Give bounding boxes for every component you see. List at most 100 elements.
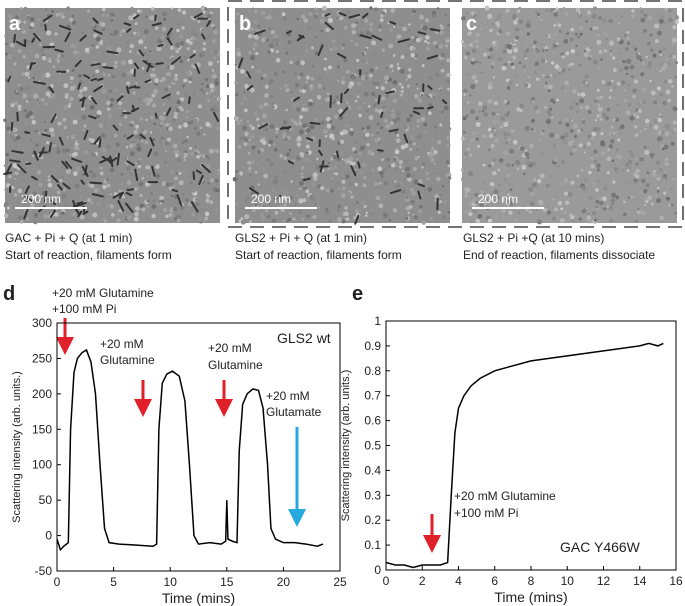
grain — [475, 45, 479, 49]
grain — [155, 65, 161, 70]
grain — [365, 108, 370, 113]
grain — [623, 212, 627, 217]
grain — [324, 134, 328, 138]
grain — [415, 37, 421, 43]
grain — [385, 66, 389, 70]
grain — [425, 35, 430, 40]
grain — [185, 71, 191, 77]
grain — [356, 201, 359, 204]
grain — [512, 139, 518, 145]
grain — [74, 140, 78, 143]
grain — [439, 123, 443, 127]
grain — [363, 102, 366, 105]
grain — [654, 23, 660, 29]
grain — [160, 35, 165, 40]
grain — [268, 72, 271, 76]
grain — [658, 50, 662, 54]
grain — [126, 180, 132, 185]
grain — [662, 47, 667, 51]
grain — [177, 8, 182, 13]
grain — [640, 72, 645, 77]
grain — [463, 55, 468, 60]
grain — [176, 99, 181, 105]
grain — [664, 7, 668, 11]
grain — [59, 179, 63, 183]
grain — [90, 67, 94, 71]
grain — [185, 109, 190, 114]
grain — [462, 116, 467, 121]
grain — [609, 88, 613, 92]
grain — [660, 62, 664, 66]
grain — [299, 115, 304, 119]
grain — [643, 203, 647, 207]
grain — [305, 151, 309, 155]
grain — [578, 143, 583, 148]
grain — [575, 102, 578, 106]
grain — [320, 185, 325, 191]
grain — [636, 55, 642, 61]
grain — [399, 93, 403, 97]
grain — [71, 20, 77, 26]
filament — [417, 31, 427, 35]
filament — [248, 187, 259, 195]
grain — [464, 209, 468, 214]
grain — [498, 29, 503, 34]
filament — [403, 133, 409, 144]
grain — [275, 50, 279, 54]
grain — [361, 54, 365, 57]
grain — [349, 128, 354, 132]
grain — [434, 199, 438, 202]
grain — [62, 188, 66, 192]
grain — [93, 9, 97, 13]
grain — [650, 90, 656, 96]
grain — [672, 131, 675, 134]
grain — [111, 45, 116, 49]
filament — [354, 214, 360, 225]
grain — [74, 142, 79, 147]
filament — [254, 29, 266, 35]
grain — [645, 199, 649, 203]
grain — [504, 137, 507, 140]
grain — [257, 81, 263, 86]
grain — [168, 212, 173, 217]
grain — [195, 201, 200, 207]
grain — [513, 46, 516, 50]
grain — [608, 18, 613, 24]
grain — [540, 152, 545, 157]
grain — [425, 46, 430, 51]
grain — [611, 79, 614, 83]
grain — [302, 123, 307, 128]
grain — [553, 143, 556, 146]
grain — [335, 95, 339, 99]
grain — [647, 41, 651, 46]
grain — [271, 188, 275, 191]
grain — [113, 133, 118, 138]
grain — [664, 161, 669, 167]
grain — [427, 111, 432, 116]
grain — [240, 69, 245, 74]
grain — [406, 176, 412, 182]
grain — [254, 203, 257, 207]
grain — [294, 203, 297, 206]
grain — [665, 57, 669, 61]
grain — [644, 149, 650, 155]
grain — [183, 159, 186, 162]
grain — [537, 15, 540, 18]
grain — [599, 117, 603, 121]
grain — [592, 26, 596, 30]
grain — [368, 115, 374, 121]
grain — [664, 170, 667, 173]
grain — [305, 156, 310, 162]
grain — [179, 59, 184, 64]
grain — [414, 215, 418, 219]
grain — [189, 37, 193, 41]
grain — [371, 134, 374, 137]
grain — [264, 208, 269, 213]
filament — [149, 136, 155, 147]
grain — [29, 139, 32, 142]
grain — [103, 73, 106, 76]
grain — [493, 100, 498, 106]
